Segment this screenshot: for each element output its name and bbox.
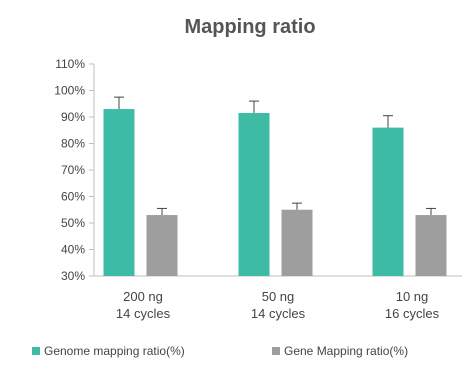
y-tick-label: 90%: [61, 110, 85, 124]
legend: Genome mapping ratio(%) Gene Mapping rati…: [32, 344, 408, 358]
legend-swatch: [272, 347, 280, 355]
bar-gene-0: [146, 215, 178, 276]
bar-gene-1: [281, 209, 313, 276]
y-tick-label: 30%: [61, 269, 85, 283]
chart-title: Mapping ratio: [184, 16, 315, 38]
bar-genome-1: [238, 113, 270, 277]
bar-genome-0: [103, 109, 135, 276]
bars: [103, 96, 447, 277]
y-tick-label: 60%: [61, 190, 85, 204]
y-tick-label: 70%: [61, 163, 85, 177]
y-tick-label: 110%: [55, 57, 85, 71]
legend-label: Genome mapping ratio(%): [44, 344, 185, 358]
axes: 30% 40% 50% 60% 70% 80% 90% 100% 110%: [54, 57, 462, 283]
legend-swatch: [32, 347, 40, 355]
y-tick-label: 80%: [61, 137, 85, 151]
y-tick-label: 100%: [54, 84, 85, 98]
bar-gene-2: [415, 215, 447, 276]
x-tick-label: 200 ng 14 cycles: [116, 289, 171, 321]
y-tick-label: 50%: [61, 216, 85, 230]
x-axis-labels: 200 ng 14 cycles 50 ng 14 cycles 10 ng 16 cyc…: [116, 289, 440, 321]
y-tick-label: 40%: [61, 243, 85, 257]
x-tick-label: 10 ng 16 cycles: [385, 289, 440, 321]
bar-genome-2: [372, 127, 404, 276]
x-tick-label: 50 ng 14 cycles: [251, 289, 306, 321]
legend-label: Gene Mapping ratio(%): [284, 344, 408, 358]
